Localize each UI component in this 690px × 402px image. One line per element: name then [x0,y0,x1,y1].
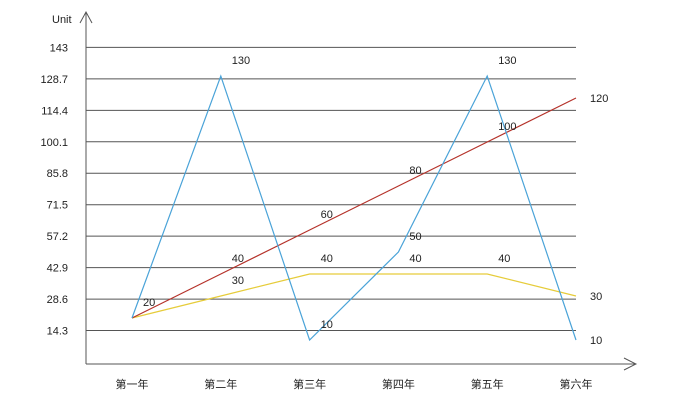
data-label: 80 [409,165,421,177]
y-tick-label: 71.5 [47,200,68,212]
data-label: 40 [321,253,333,265]
axes: Unit [52,10,638,371]
series-line [131,74,577,342]
x-axis-arrow [623,357,638,371]
x-tick-label: 第四年 [382,377,415,391]
data-label: 20 [143,297,155,309]
y-tick-label: 14.3 [47,326,68,338]
x-tick-label: 第五年 [471,377,504,391]
gridlines [86,46,576,332]
data-label: 40 [498,253,510,265]
y-axis-arrow [79,10,93,24]
data-label: 50 [409,231,421,243]
y-tick-label: 85.8 [47,168,68,180]
data-label: 40 [409,253,421,265]
data-label: 130 [232,55,250,67]
series-lines [131,74,577,342]
data-label: 130 [498,55,516,67]
data-labels: 130 10 50 130 10 20 40 60 80 100 120 30 40 40 40 30 [143,55,608,347]
y-tick-labels: 14.3 28.6 42.9 57.2 71.5 85.8 100.1 114.4 128.7 1… [40,42,68,337]
series-line [131,273,577,319]
y-axis-label: Unit [52,14,72,26]
y-tick-label: 42.9 [47,263,68,275]
y-tick-label: 57.2 [47,231,68,243]
y-tick-label: 128.7 [40,74,68,86]
data-label: 40 [232,253,244,265]
x-tick-label: 第三年 [293,377,326,391]
series-line [131,97,577,319]
data-label: 30 [590,291,602,303]
data-label: 100 [498,121,516,133]
y-tick-label: 143 [50,42,68,54]
y-tick-label: 28.6 [47,294,68,306]
data-label: 10 [590,335,602,347]
y-tick-label: 100.1 [40,137,68,149]
x-tick-labels: 第一年 第二年 第三年 第四年 第五年 第六年 [116,377,593,391]
x-tick-label: 第一年 [116,377,149,391]
data-label: 60 [321,209,333,221]
y-tick-label: 114.4 [41,105,68,117]
x-tick-label: 第二年 [204,377,237,391]
data-label: 120 [590,93,608,105]
data-label: 30 [232,275,244,287]
data-label: 10 [321,319,333,331]
x-tick-label: 第六年 [560,377,593,391]
